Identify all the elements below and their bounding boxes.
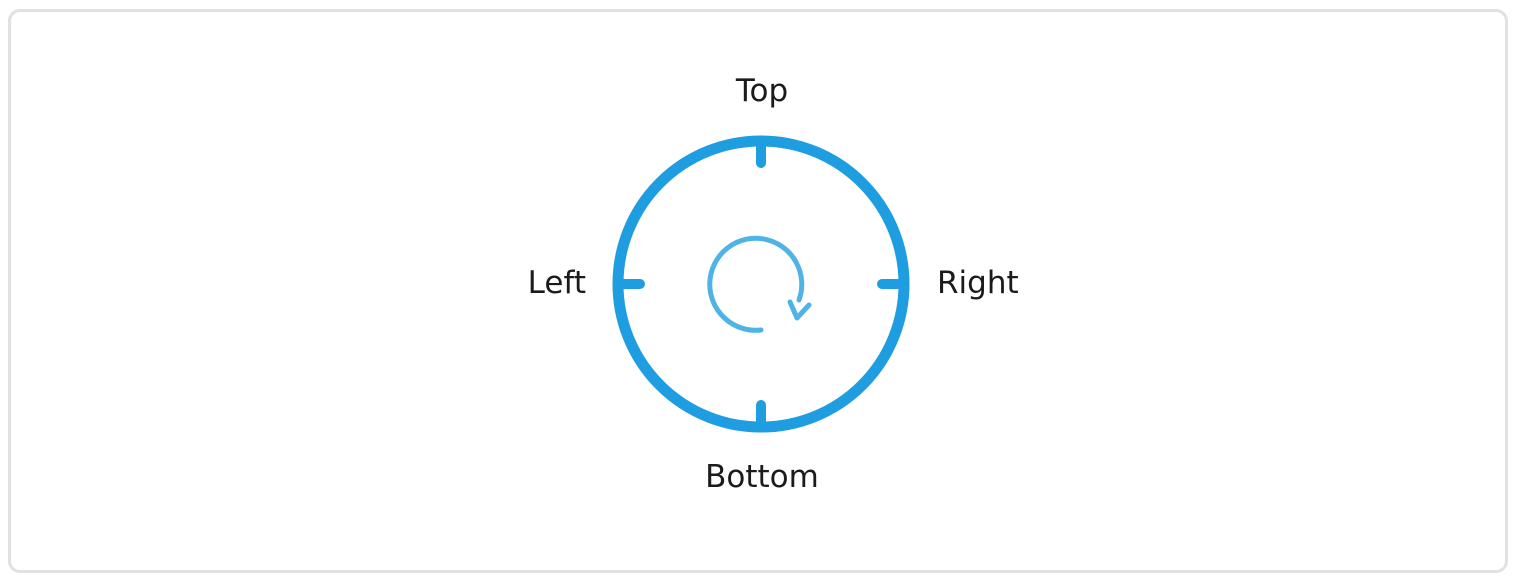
label-bottom: Bottom: [705, 459, 819, 495]
label-right: Right: [937, 265, 1019, 301]
label-top: Top: [735, 73, 789, 109]
rotate-clockwise-icon: [707, 235, 812, 333]
label-left: Left: [527, 265, 586, 301]
dial-ring: [612, 135, 910, 433]
diagram-frame: [8, 9, 1508, 573]
